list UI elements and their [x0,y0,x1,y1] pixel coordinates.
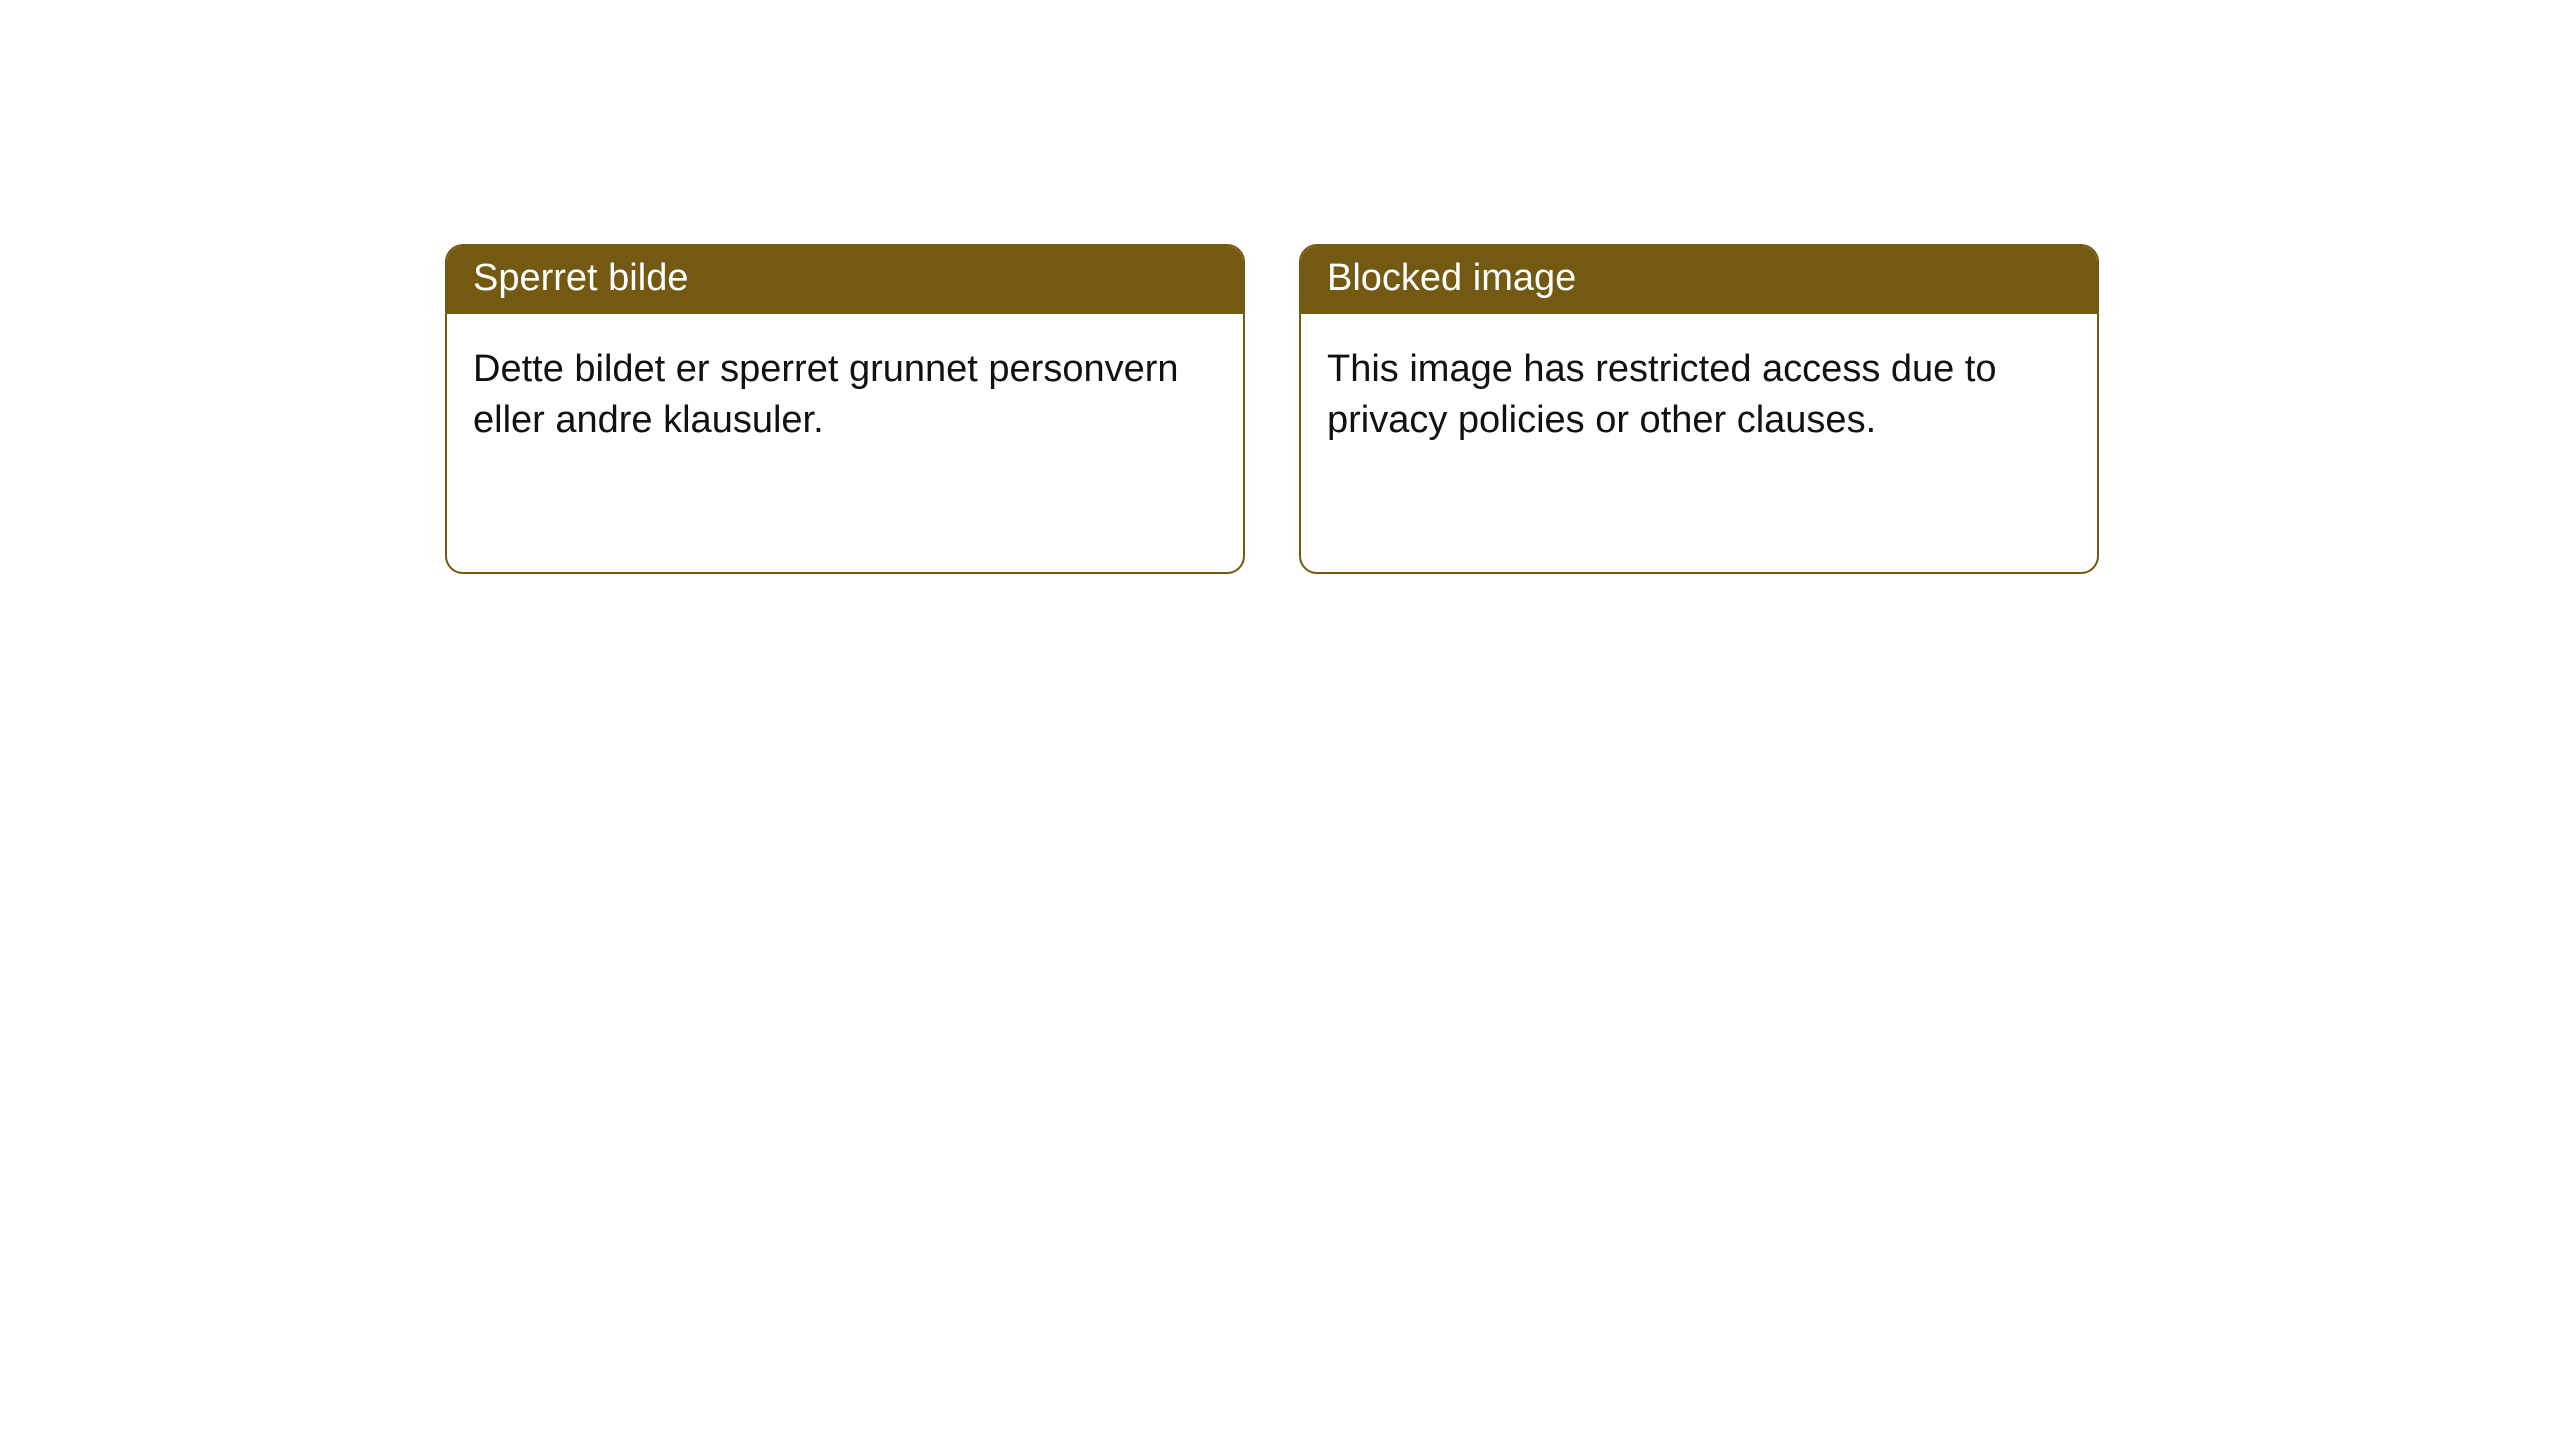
notice-card-header: Sperret bilde [447,246,1243,314]
notice-title: Sperret bilde [473,257,688,299]
notice-card-header: Blocked image [1301,246,2097,314]
notice-card-body: This image has restricted access due to … [1301,314,2097,467]
notice-body-text: This image has restricted access due to … [1327,348,1997,441]
notice-container: Sperret bilde Dette bildet er sperret gr… [0,0,2560,574]
notice-card-en: Blocked image This image has restricted … [1299,244,2099,574]
notice-card-no: Sperret bilde Dette bildet er sperret gr… [445,244,1245,574]
notice-card-body: Dette bildet er sperret grunnet personve… [447,314,1243,467]
notice-title: Blocked image [1327,257,1576,299]
notice-body-text: Dette bildet er sperret grunnet personve… [473,348,1179,441]
